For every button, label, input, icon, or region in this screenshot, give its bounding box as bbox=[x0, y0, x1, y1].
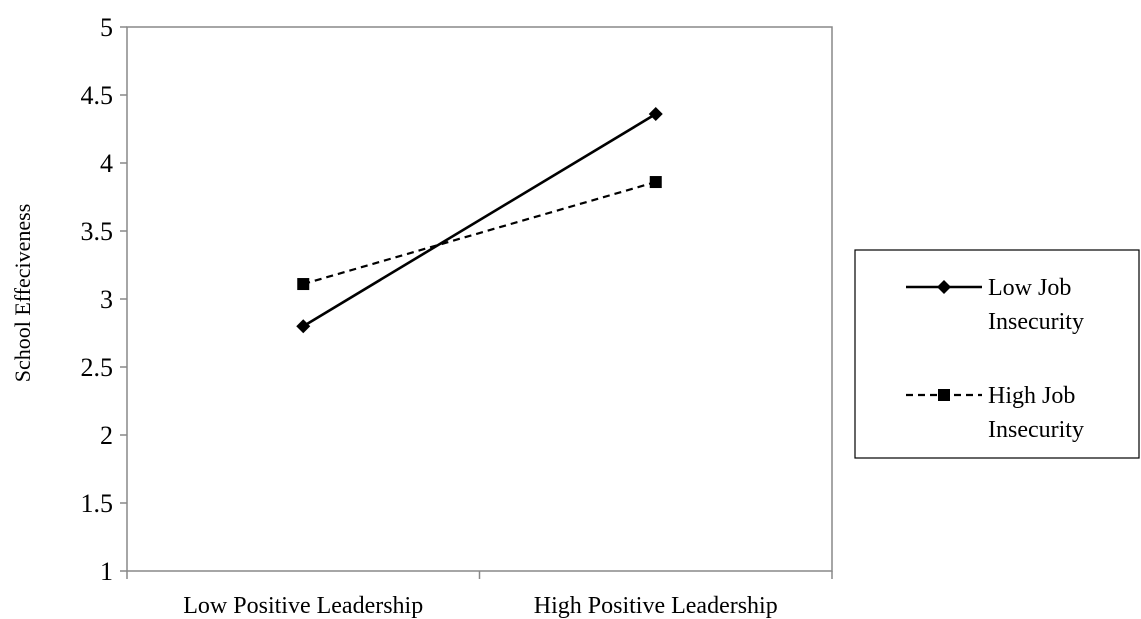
y-tick-label: 3 bbox=[100, 285, 113, 314]
data-point bbox=[648, 107, 663, 122]
legend-swatch-marker bbox=[938, 389, 950, 401]
x-tick-label: Low Positive Leadership bbox=[183, 593, 423, 619]
data-point bbox=[297, 278, 310, 291]
legend-swatch-marker bbox=[937, 280, 951, 294]
series-line bbox=[302, 112, 657, 328]
series-layer bbox=[296, 107, 663, 334]
y-tick-label: 2.5 bbox=[81, 353, 114, 382]
legend: Low Job Insecurity High Job Insecurity bbox=[854, 249, 1140, 459]
y-tick-label: 4 bbox=[100, 149, 113, 178]
y-tick-label: 3.5 bbox=[81, 217, 114, 246]
x-tick-label: High Positive Leadership bbox=[534, 593, 778, 619]
y-tick-label: 1 bbox=[100, 557, 113, 586]
series-1 bbox=[296, 107, 663, 334]
legend-item-2: High Job Insecurity bbox=[906, 383, 1084, 443]
legend-label: Insecurity bbox=[988, 417, 1084, 443]
y-axis: 1 1.5 2 2.5 3 3.5 4 4.5 5 bbox=[81, 13, 127, 586]
data-point bbox=[649, 176, 662, 189]
y-axis-label: School Effeciveness bbox=[10, 204, 35, 383]
legend-box bbox=[854, 249, 1140, 459]
legend-label: Low Job bbox=[988, 275, 1071, 301]
plot-area bbox=[126, 26, 833, 572]
legend-label: High Job bbox=[988, 383, 1075, 409]
y-tick-label: 1.5 bbox=[81, 489, 114, 518]
legend-label: Insecurity bbox=[988, 309, 1084, 335]
legend-item-1: Low Job Insecurity bbox=[906, 275, 1084, 335]
x-axis: Low Positive Leadership High Positive Lea… bbox=[126, 571, 833, 619]
series-line bbox=[302, 180, 657, 286]
y-tick-label: 4.5 bbox=[81, 81, 114, 110]
y-tick-label: 2 bbox=[100, 421, 113, 450]
y-tick-label: 5 bbox=[100, 13, 113, 42]
series-2 bbox=[297, 176, 662, 291]
data-point bbox=[296, 319, 311, 334]
